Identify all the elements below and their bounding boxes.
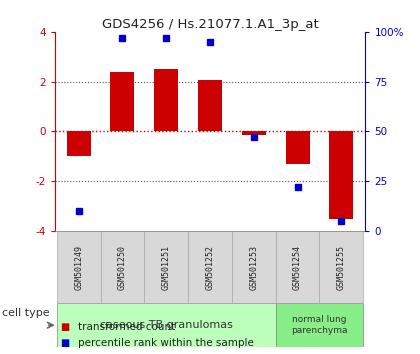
Text: GSM501249: GSM501249: [74, 245, 83, 290]
Title: GDS4256 / Hs.21077.1.A1_3p_at: GDS4256 / Hs.21077.1.A1_3p_at: [102, 18, 318, 31]
Text: ■: ■: [60, 322, 70, 332]
Bar: [276, 303, 363, 347]
Text: GSM501250: GSM501250: [118, 245, 127, 290]
Bar: [232, 231, 276, 303]
Text: caseous TB granulomas: caseous TB granulomas: [100, 320, 233, 330]
Bar: [276, 231, 320, 303]
Text: GSM501252: GSM501252: [205, 245, 215, 290]
Text: GSM501253: GSM501253: [249, 245, 258, 290]
Text: percentile rank within the sample: percentile rank within the sample: [78, 338, 254, 348]
Text: transformed count: transformed count: [78, 322, 175, 332]
Text: GSM501254: GSM501254: [293, 245, 302, 290]
Text: cell type: cell type: [2, 308, 50, 318]
Bar: [67, 131, 91, 156]
Text: GSM501251: GSM501251: [162, 245, 171, 290]
Text: GSM501255: GSM501255: [337, 245, 346, 290]
Bar: [188, 231, 232, 303]
Bar: [57, 231, 100, 303]
Bar: [110, 72, 134, 131]
Text: normal lung
parenchyma: normal lung parenchyma: [291, 315, 348, 335]
Bar: [57, 303, 276, 347]
Bar: [154, 69, 178, 131]
Bar: [198, 80, 222, 131]
Bar: [320, 231, 363, 303]
Bar: [100, 231, 144, 303]
Bar: [144, 231, 188, 303]
Bar: [242, 131, 266, 135]
Text: ■: ■: [60, 338, 70, 348]
Bar: [329, 131, 353, 218]
Bar: [286, 131, 310, 164]
